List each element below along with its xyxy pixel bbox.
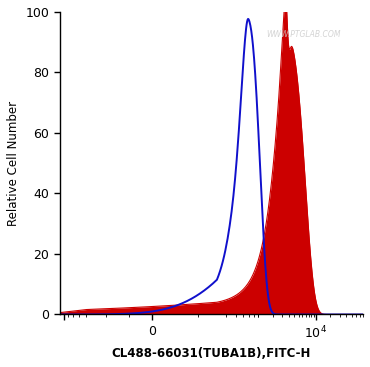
Y-axis label: Relative Cell Number: Relative Cell Number <box>7 101 20 226</box>
X-axis label: CL488-66031(TUBA1B),FITC-H: CL488-66031(TUBA1B),FITC-H <box>112 347 311 360</box>
Text: WWW.PTGLAB.COM: WWW.PTGLAB.COM <box>266 30 340 39</box>
